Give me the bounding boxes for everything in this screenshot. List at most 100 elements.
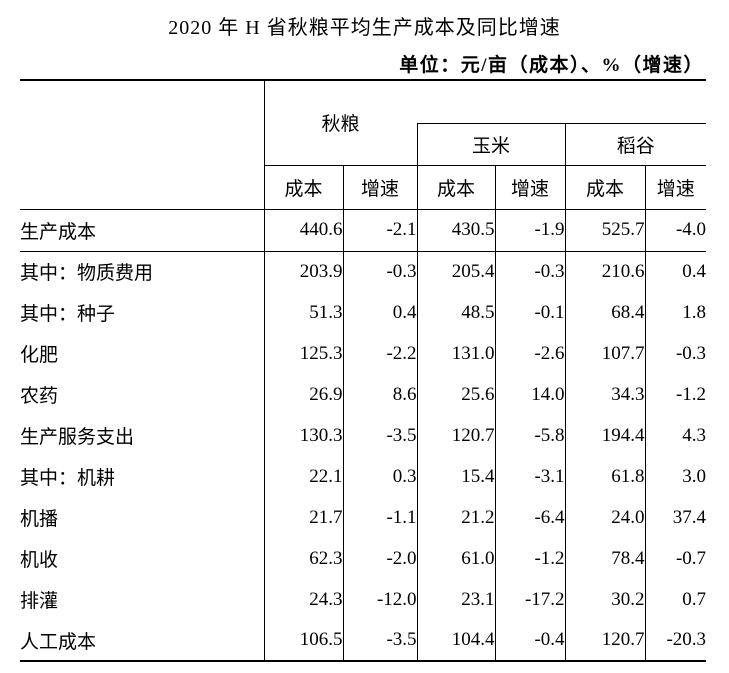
cell-value: -1.2: [494, 538, 566, 579]
cell-value: 0.4: [342, 292, 418, 333]
cell-value: 0.4: [644, 251, 707, 292]
column-header-rice-growth: 增速: [644, 165, 707, 210]
cell-value: 15.4: [416, 456, 496, 497]
cell-value: -3.1: [494, 456, 566, 497]
cell-value: -0.1: [494, 292, 566, 333]
cell-value: 21.2: [416, 497, 496, 538]
column-header-corn-cost: 成本: [416, 165, 496, 210]
header-corner-cell: [20, 79, 265, 210]
table-row: 生产成本 440.6 -2.1 430.5 -1.9 525.7 -4.0: [20, 209, 707, 252]
cell-value: 205.4: [416, 251, 496, 292]
unit-note: 单位：元/亩（成本）、%（增速）: [399, 55, 704, 76]
cell-value: 130.3: [263, 415, 343, 456]
header-row-groups-top: 秋粮: [20, 79, 707, 210]
header-row-measures: 成本 增速 成本 增速 成本 增速: [20, 165, 707, 210]
cell-value: -1.9: [494, 209, 566, 252]
column-header-autumn-cost: 成本: [263, 165, 343, 210]
table-row: 生产服务支出 130.3 -3.5 120.7 -5.8 194.4 4.3: [20, 415, 707, 456]
table-row: 其中：种子 51.3 0.4 48.5 -0.1 68.4 1.8: [20, 292, 707, 333]
table-row: 排灌 24.3 -12.0 23.1 -17.2 30.2 0.7: [20, 579, 707, 620]
column-group-rice: 稻谷: [564, 123, 707, 166]
cell-value: 51.3: [263, 292, 343, 333]
cell-value: -0.3: [494, 251, 566, 292]
cell-value: -0.7: [644, 538, 707, 579]
cell-value: 62.3: [263, 538, 343, 579]
row-label: 生产成本: [20, 209, 265, 252]
cell-value: -1.1: [342, 497, 418, 538]
cell-value: 61.0: [416, 538, 496, 579]
table-header: 秋粮 玉米 稻谷 成本 增速 成本 增速 成本 增速: [20, 79, 707, 210]
cell-value: 4.3: [644, 415, 707, 456]
table-row: 机播 21.7 -1.1 21.2 -6.4 24.0 37.4: [20, 497, 707, 538]
cell-value: 106.5: [263, 620, 343, 662]
cell-value: 0.3: [342, 456, 418, 497]
cell-value: 430.5: [416, 209, 496, 252]
cell-value: -4.0: [644, 209, 707, 252]
cell-value: -1.2: [644, 374, 707, 415]
row-label: 农药: [20, 374, 265, 415]
cell-value: 24.3: [263, 579, 343, 620]
cell-value: -0.3: [342, 251, 418, 292]
cell-value: -3.5: [342, 415, 418, 456]
cell-value: 194.4: [564, 415, 646, 456]
cell-value: 24.0: [564, 497, 646, 538]
cell-value: -2.1: [342, 209, 418, 252]
row-label: 化肥: [20, 333, 265, 374]
cell-value: 104.4: [416, 620, 496, 662]
cell-value: 30.2: [564, 579, 646, 620]
cell-value: 68.4: [564, 292, 646, 333]
table-row: 其中：物质费用 203.9 -0.3 205.4 -0.3 210.6 0.4: [20, 251, 707, 292]
row-label: 排灌: [20, 579, 265, 620]
table-row: 人工成本 106.5 -3.5 104.4 -0.4 120.7 -20.3: [20, 620, 707, 662]
row-label: 机收: [20, 538, 265, 579]
cell-value: 34.3: [564, 374, 646, 415]
cell-value: 61.8: [564, 456, 646, 497]
cell-value: 8.6: [342, 374, 418, 415]
cell-value: 440.6: [263, 209, 343, 252]
cell-value: 203.9: [263, 251, 343, 292]
cell-value: 14.0: [494, 374, 566, 415]
table-body: 生产成本 440.6 -2.1 430.5 -1.9 525.7 -4.0 其中：物质费用 20…: [20, 209, 707, 662]
cell-value: 0.7: [644, 579, 707, 620]
header-empty-cell: [417, 79, 707, 124]
column-header-corn-growth: 增速: [494, 165, 566, 210]
cell-value: 37.4: [644, 497, 707, 538]
cell-value: 48.5: [416, 292, 496, 333]
row-label: 其中：种子: [20, 292, 265, 333]
header-row-groups-sub: 玉米 稻谷: [20, 123, 707, 166]
cell-value: 1.8: [644, 292, 707, 333]
table-row: 机收 62.3 -2.0 61.0 -1.2 78.4 -0.7: [20, 538, 707, 579]
row-label: 人工成本: [20, 620, 265, 662]
cell-value: 22.1: [263, 456, 343, 497]
cell-value: -0.4: [494, 620, 566, 662]
cell-value: 78.4: [564, 538, 646, 579]
cell-value: 21.7: [263, 497, 343, 538]
cell-value: 3.0: [644, 456, 707, 497]
cell-value: 23.1: [416, 579, 496, 620]
cell-value: 525.7: [564, 209, 646, 252]
cell-value: 125.3: [263, 333, 343, 374]
cell-value: -0.3: [644, 333, 707, 374]
cell-value: 210.6: [564, 251, 646, 292]
cell-value: 131.0: [416, 333, 496, 374]
cell-value: 120.7: [564, 620, 646, 662]
column-group-corn: 玉米: [416, 123, 566, 166]
cell-value: -5.8: [494, 415, 566, 456]
cell-value: 120.7: [416, 415, 496, 456]
cost-table: 秋粮 玉米 稻谷 成本 增速 成本 增速 成本 增速 生产成本 440.6 -2.1…: [20, 79, 707, 662]
table-row: 化肥 125.3 -2.2 131.0 -2.6 107.7 -0.3: [20, 333, 707, 374]
cell-value: 107.7: [564, 333, 646, 374]
row-label: 其中：机耕: [20, 456, 265, 497]
column-group-autumn-grain: 秋粮: [263, 79, 418, 166]
cell-value: 25.6: [416, 374, 496, 415]
cell-value: -17.2: [494, 579, 566, 620]
row-label: 生产服务支出: [20, 415, 265, 456]
row-label: 其中：物质费用: [20, 251, 265, 292]
cell-value: -2.6: [494, 333, 566, 374]
cell-value: -3.5: [342, 620, 418, 662]
cell-value: -2.2: [342, 333, 418, 374]
column-header-rice-cost: 成本: [564, 165, 646, 210]
table-row: 农药 26.9 8.6 25.6 14.0 34.3 -1.2: [20, 374, 707, 415]
cell-value: -6.4: [494, 497, 566, 538]
